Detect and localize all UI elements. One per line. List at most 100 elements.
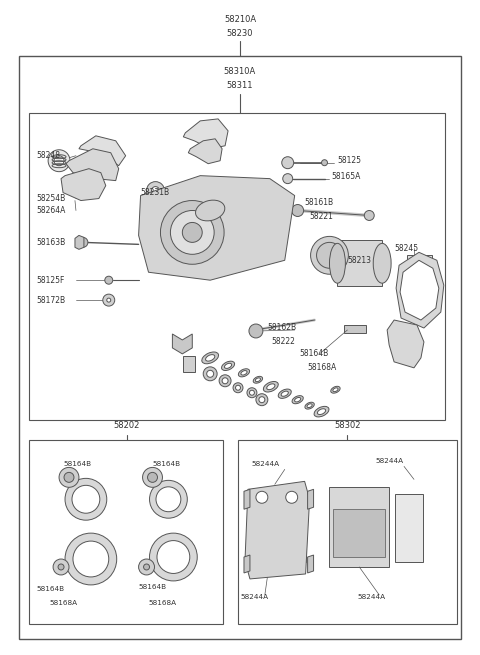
Ellipse shape bbox=[305, 402, 314, 409]
Circle shape bbox=[59, 468, 79, 487]
Circle shape bbox=[107, 298, 111, 302]
Polygon shape bbox=[188, 139, 222, 164]
Circle shape bbox=[256, 394, 268, 405]
Ellipse shape bbox=[150, 533, 197, 581]
Text: 58248: 58248 bbox=[36, 151, 60, 160]
Ellipse shape bbox=[157, 540, 190, 574]
Text: 58164B: 58164B bbox=[139, 584, 167, 590]
Circle shape bbox=[170, 210, 214, 254]
Circle shape bbox=[364, 210, 374, 221]
Text: 58254B: 58254B bbox=[36, 194, 65, 203]
Circle shape bbox=[203, 367, 217, 381]
Text: 58163B: 58163B bbox=[36, 238, 65, 247]
Ellipse shape bbox=[317, 409, 325, 415]
Text: 58213: 58213 bbox=[348, 256, 372, 265]
Polygon shape bbox=[79, 136, 126, 166]
Circle shape bbox=[219, 375, 231, 386]
Ellipse shape bbox=[316, 242, 342, 269]
Ellipse shape bbox=[253, 377, 263, 383]
Bar bbox=[344, 325, 366, 333]
Polygon shape bbox=[75, 235, 84, 250]
Bar bbox=[329, 487, 389, 567]
Text: 58168A: 58168A bbox=[148, 600, 177, 606]
Circle shape bbox=[144, 564, 150, 570]
Text: 58244A: 58244A bbox=[252, 461, 280, 468]
Text: 58244A: 58244A bbox=[375, 458, 403, 464]
Bar bbox=[250, 512, 306, 562]
Text: 58230: 58230 bbox=[227, 29, 253, 38]
Ellipse shape bbox=[222, 361, 235, 371]
Circle shape bbox=[247, 388, 257, 398]
Circle shape bbox=[78, 237, 88, 248]
Text: 58264A: 58264A bbox=[36, 206, 66, 215]
Ellipse shape bbox=[311, 236, 348, 274]
Ellipse shape bbox=[292, 396, 303, 403]
Circle shape bbox=[292, 204, 304, 216]
Circle shape bbox=[259, 397, 265, 403]
Circle shape bbox=[103, 294, 115, 306]
Circle shape bbox=[143, 468, 162, 487]
Text: 58222: 58222 bbox=[272, 337, 296, 346]
Ellipse shape bbox=[65, 478, 107, 520]
Bar bbox=[183, 356, 195, 372]
Text: 58210A: 58210A bbox=[224, 15, 256, 24]
Text: 58164B: 58164B bbox=[36, 586, 64, 592]
Ellipse shape bbox=[65, 533, 117, 585]
Circle shape bbox=[250, 390, 254, 395]
Ellipse shape bbox=[267, 384, 275, 390]
Circle shape bbox=[286, 491, 298, 503]
Polygon shape bbox=[387, 320, 424, 368]
Bar bbox=[238, 440, 457, 624]
Text: 58244A: 58244A bbox=[357, 594, 385, 600]
Circle shape bbox=[222, 378, 228, 384]
Bar bbox=[337, 240, 382, 286]
Text: 58231B: 58231B bbox=[141, 188, 170, 197]
Text: 58161B: 58161B bbox=[305, 198, 334, 207]
Ellipse shape bbox=[264, 381, 278, 392]
Circle shape bbox=[256, 491, 268, 503]
Text: 58221: 58221 bbox=[310, 212, 334, 221]
Ellipse shape bbox=[278, 389, 291, 398]
Ellipse shape bbox=[307, 403, 312, 407]
Circle shape bbox=[53, 559, 69, 575]
Circle shape bbox=[322, 160, 327, 166]
Circle shape bbox=[139, 559, 155, 575]
Circle shape bbox=[147, 472, 157, 482]
Text: 58168A: 58168A bbox=[308, 364, 337, 372]
Bar bbox=[29, 113, 445, 420]
Text: 58245: 58245 bbox=[394, 244, 418, 253]
Circle shape bbox=[54, 156, 64, 166]
Text: 58172B: 58172B bbox=[36, 295, 65, 305]
Bar bbox=[29, 440, 223, 624]
Ellipse shape bbox=[241, 371, 247, 375]
Text: 58244A: 58244A bbox=[240, 594, 268, 600]
Ellipse shape bbox=[72, 485, 100, 514]
Polygon shape bbox=[245, 481, 310, 579]
Circle shape bbox=[182, 223, 202, 242]
Polygon shape bbox=[396, 252, 444, 328]
Polygon shape bbox=[172, 334, 192, 354]
Ellipse shape bbox=[73, 541, 109, 577]
Ellipse shape bbox=[329, 244, 346, 283]
Text: 58125: 58125 bbox=[337, 156, 361, 165]
Polygon shape bbox=[308, 489, 313, 509]
Circle shape bbox=[152, 187, 159, 195]
Circle shape bbox=[283, 174, 293, 183]
Bar bbox=[334, 509, 385, 557]
Ellipse shape bbox=[205, 354, 215, 361]
Text: 58202: 58202 bbox=[113, 421, 140, 430]
Bar bbox=[395, 495, 423, 562]
Circle shape bbox=[146, 181, 165, 200]
Bar bbox=[407, 255, 432, 271]
Ellipse shape bbox=[195, 200, 225, 221]
Circle shape bbox=[282, 157, 294, 169]
Polygon shape bbox=[139, 176, 295, 280]
Polygon shape bbox=[183, 119, 228, 149]
Circle shape bbox=[233, 383, 243, 393]
Text: 58164B: 58164B bbox=[300, 349, 329, 358]
Text: 58168A: 58168A bbox=[49, 600, 77, 606]
Ellipse shape bbox=[314, 406, 329, 417]
Polygon shape bbox=[400, 260, 439, 320]
Circle shape bbox=[105, 276, 113, 284]
Circle shape bbox=[249, 324, 263, 338]
